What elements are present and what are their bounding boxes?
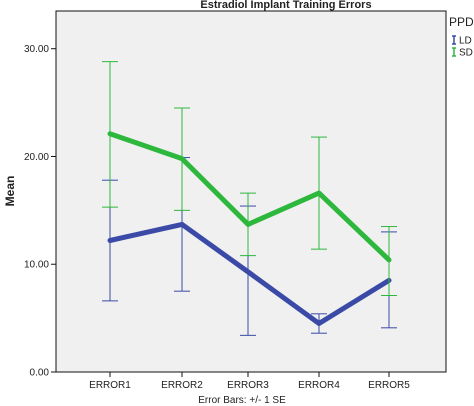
x-axis: ERROR1 ERROR2 ERROR3 ERROR4 ERROR5 (89, 372, 410, 391)
series-layer (102, 61, 397, 336)
plot-background (55, 10, 447, 373)
x-tick-label: ERROR3 (227, 380, 269, 391)
y-tick-label: 0.00 (30, 368, 50, 379)
legend-item-ld: LD (452, 35, 472, 47)
y-axis: 0.00 10.00 20.00 30.00 (24, 44, 56, 379)
legend-label: SD (459, 48, 473, 59)
x-tick-label: ERROR4 (298, 380, 340, 391)
y-tick-label: 10.00 (24, 260, 49, 271)
x-tick-label: ERROR2 (161, 380, 203, 391)
x-tick-label: ERROR1 (89, 380, 131, 391)
legend-item-sd: SD (452, 47, 473, 59)
legend-title: PPD (449, 15, 474, 29)
x-axis-title: Error Bars: +/- 1 SE (198, 395, 286, 406)
y-tick-label: 20.00 (24, 152, 49, 163)
y-axis-title: Mean (3, 176, 17, 207)
x-tick-label: ERROR5 (368, 380, 410, 391)
series-line (107, 131, 392, 263)
series-line (107, 221, 392, 326)
series-sd (102, 61, 397, 296)
legend-label: LD (459, 36, 472, 47)
chart-title: Estradiol Implant Training Errors (200, 0, 371, 11)
y-tick-label: 30.00 (24, 44, 49, 55)
